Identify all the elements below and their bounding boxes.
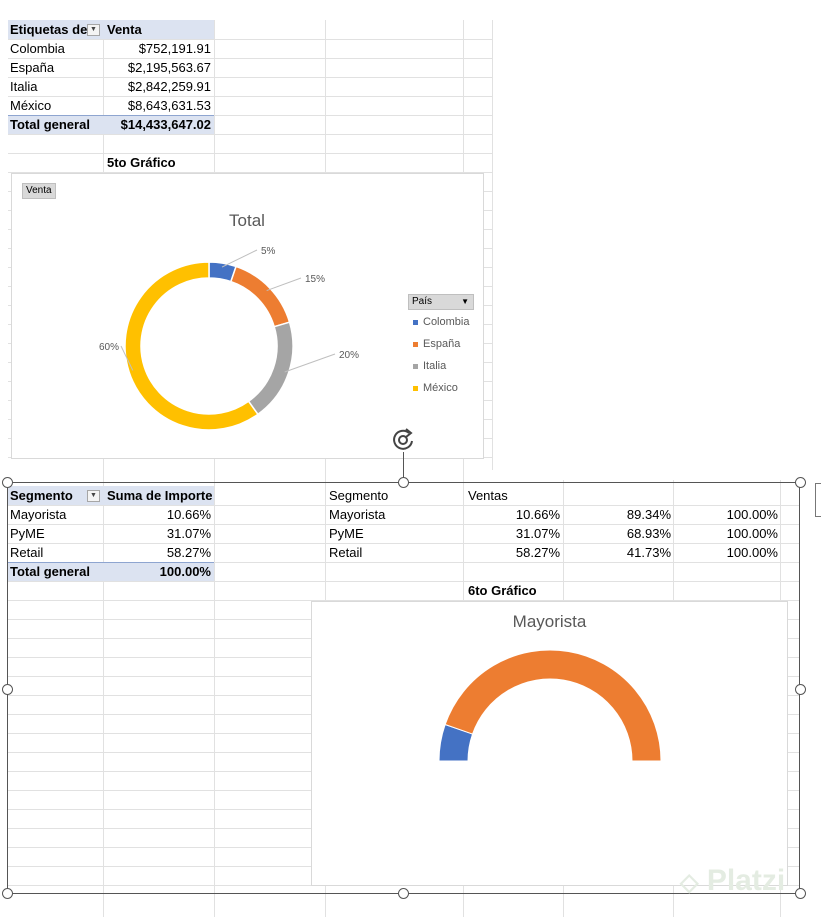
rotate-handle-icon[interactable] <box>389 425 419 455</box>
resize-handle[interactable] <box>795 888 806 899</box>
pivot1-row-value[interactable]: $8,643,631.53 <box>127 98 211 113</box>
platzi-logo-icon: ◇ <box>680 869 699 896</box>
watermark-text: Platzi <box>706 864 786 897</box>
data-label: 15% <box>305 274 325 285</box>
legend-item[interactable]: España <box>413 338 460 350</box>
half-doughnut-chart-mayorista[interactable]: Mayorista <box>311 601 788 886</box>
field-button-venta[interactable]: Venta <box>22 183 56 199</box>
pivot2-row-label-header: Segmento <box>10 488 73 503</box>
pivot1-row-label[interactable]: España <box>10 60 55 75</box>
table2-cell[interactable]: PyME <box>329 526 364 541</box>
pivot2-row-label[interactable]: Mayorista <box>10 507 67 522</box>
table2-cell[interactable]: 31.07% <box>515 526 560 541</box>
table2-cell[interactable]: 100.00% <box>726 526 778 541</box>
pivot2-row-value[interactable]: 58.27% <box>166 545 211 560</box>
legend-label: Colombia <box>423 316 470 328</box>
table2-cell[interactable]: 100.00% <box>726 507 778 522</box>
legend-item[interactable]: Italia <box>413 360 446 372</box>
resize-handle[interactable] <box>2 888 13 899</box>
selection-frame[interactable] <box>7 482 800 894</box>
legend-label: España <box>423 338 461 350</box>
legend-filter-label: País <box>412 296 433 307</box>
data-label: 20% <box>339 350 359 361</box>
pivot2-row-value[interactable]: 10.66% <box>166 507 211 522</box>
resize-handle[interactable] <box>2 684 13 695</box>
pivot2-row-value[interactable]: 31.07% <box>166 526 211 541</box>
pivot1-row-label-header: Etiquetas de <box>10 22 88 37</box>
leader-line <box>266 277 302 292</box>
data-label: 60% <box>99 342 119 353</box>
legend-swatch <box>413 319 418 325</box>
table2-cell[interactable]: 68.93% <box>626 526 671 541</box>
filter-dropdown-icon[interactable]: ▼ <box>87 490 100 502</box>
chart5-caption: 5to Gráfico <box>107 155 176 170</box>
resize-handle[interactable] <box>398 888 409 899</box>
pivot1-total-value: $14,433,647.02 <box>120 117 211 132</box>
chart-title: Mayorista <box>512 612 587 631</box>
pivot2-total-value: 100.00% <box>159 564 211 579</box>
pivot1-row-label[interactable]: Colombia <box>10 41 65 56</box>
legend-swatch <box>413 341 418 347</box>
legend-filter-button[interactable]: País ▼ <box>408 294 474 310</box>
doughnut-slice-italia[interactable] <box>247 321 294 416</box>
pivot1-row-value[interactable]: $2,842,259.91 <box>127 79 211 94</box>
legend-item[interactable]: México <box>413 382 458 394</box>
resize-handle[interactable] <box>795 477 806 488</box>
pivot1-row-label[interactable]: México <box>10 98 52 113</box>
resize-handle[interactable] <box>2 477 13 488</box>
legend-swatch <box>413 385 418 391</box>
leader-line <box>221 249 258 268</box>
offscreen-control <box>815 483 821 517</box>
resize-handle[interactable] <box>398 477 409 488</box>
leader-line <box>284 353 336 373</box>
half-doughnut-plot <box>438 649 662 762</box>
pivot2-row-label[interactable]: Retail <box>10 545 44 560</box>
chart6-caption: 6to Gráfico <box>468 583 537 598</box>
pivot1-row-value[interactable]: $752,191.91 <box>138 41 211 56</box>
filter-dropdown-icon[interactable]: ▼ <box>87 24 100 36</box>
legend-label: México <box>423 382 458 394</box>
doughnut-slice-españa[interactable] <box>229 265 291 328</box>
pivot1-row-value[interactable]: $2,195,563.67 <box>127 60 211 75</box>
chart-title: Total <box>229 211 265 230</box>
doughnut-slice-méxico[interactable] <box>124 261 259 431</box>
pivot1-row-label[interactable]: Italia <box>10 79 38 94</box>
rotate-connector <box>403 452 404 482</box>
table2-header-segmento[interactable]: Segmento <box>329 488 389 503</box>
table2-cell[interactable]: 58.27% <box>515 545 560 560</box>
half-doughnut-slice-resto[interactable] <box>444 649 662 762</box>
leader-line <box>120 345 134 371</box>
table2-cell[interactable]: Retail <box>329 545 363 560</box>
pivot2-value-header: Suma de Importe <box>107 488 213 503</box>
pivot1-value-header: Venta <box>107 22 142 37</box>
platzi-watermark: ◇ Platzi <box>680 864 785 898</box>
doughnut-plot: 5% 15% 20% 60% <box>99 246 359 431</box>
legend-item[interactable]: Colombia <box>413 316 469 328</box>
legend-label: Italia <box>423 360 447 372</box>
table2-cell[interactable]: 41.73% <box>626 545 671 560</box>
data-label: 5% <box>261 246 276 257</box>
doughnut-chart-total[interactable]: Venta Total 5% 15% 20% 60% País ▼ Colombia … <box>11 173 484 459</box>
table2-cell[interactable]: 10.66% <box>515 507 560 522</box>
legend-swatch <box>413 363 418 369</box>
pivot1-total-label: Total general <box>10 117 90 132</box>
resize-handle[interactable] <box>795 684 806 695</box>
pivot2-row-label[interactable]: PyME <box>10 526 45 541</box>
chevron-down-icon: ▼ <box>461 297 469 306</box>
table2-cell[interactable]: Mayorista <box>329 507 386 522</box>
table2-cell[interactable]: 100.00% <box>726 545 778 560</box>
table2-header-ventas[interactable]: Ventas <box>468 488 508 503</box>
pivot2-total-label: Total general <box>10 564 90 579</box>
table2-cell[interactable]: 89.34% <box>626 507 671 522</box>
